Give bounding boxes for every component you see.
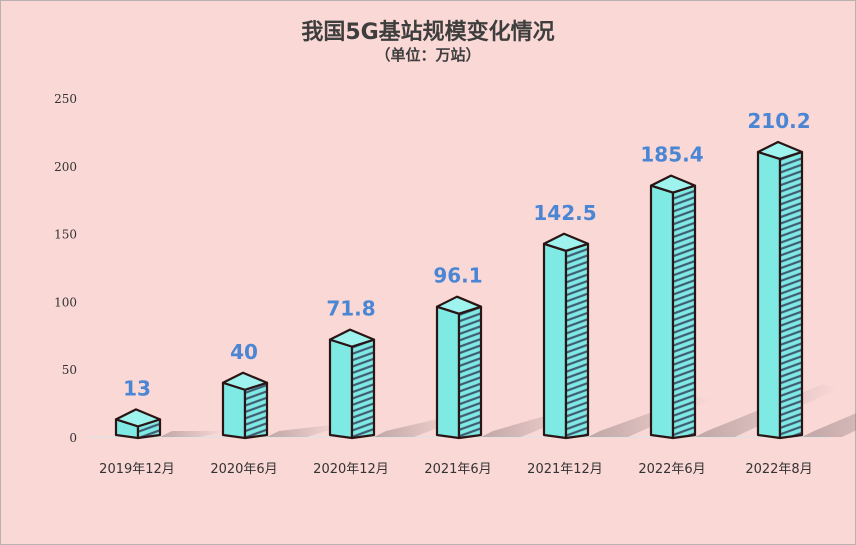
y-tick-label: 100 [54, 295, 77, 309]
bar-side-face [564, 242, 590, 440]
x-tick-label: 2020年12月 [313, 462, 389, 477]
bars [114, 140, 856, 440]
y-tick-label: 150 [54, 228, 77, 242]
bar-top-cap [756, 140, 804, 161]
bar-side-face [671, 184, 697, 440]
chart-title: 我国5G基站规模变化情况 [301, 20, 555, 45]
bar-side-face [243, 381, 269, 440]
y-tick-label: 200 [54, 160, 77, 174]
data-label: 96.1 [433, 264, 482, 288]
y-axis: 0 50 100 150 200 250 [54, 92, 77, 445]
bar-front-face [221, 381, 247, 440]
bar-front-face [756, 150, 782, 440]
bar-top-cap [328, 328, 376, 348]
bar [649, 174, 838, 440]
data-label: 142.5 [533, 201, 596, 225]
y-tick-label: 0 [69, 431, 77, 445]
bar-top-cap [221, 371, 269, 391]
bar [114, 408, 225, 440]
bar-side-face [457, 305, 483, 440]
bar-front-face [435, 305, 461, 440]
x-tick-label: 2020年6月 [210, 462, 277, 477]
x-tick-label: 2022年6月 [638, 462, 705, 477]
y-tick-label: 50 [62, 363, 77, 377]
bar-shadow [160, 431, 225, 437]
data-label: 185.4 [640, 143, 703, 167]
bar-top-cap [435, 295, 483, 315]
bar [756, 140, 856, 440]
bar [221, 371, 341, 440]
bar-front-face [328, 338, 354, 440]
data-label: 210.2 [747, 109, 810, 133]
data-label: 71.8 [326, 297, 375, 321]
bar-top-cap [649, 174, 697, 194]
y-tick-label: 250 [54, 92, 77, 106]
bar-shadow [267, 425, 341, 437]
data-label: 40 [230, 340, 258, 364]
chart-subtitle: （单位：万站） [375, 46, 481, 64]
bar-front-face [649, 184, 675, 440]
x-tick-label: 2021年6月 [424, 462, 491, 477]
bar-shadow [802, 413, 856, 437]
x-axis: 2019年12月 2020年6月 2020年12月 2021年6月 2021年12月 20… [88, 436, 828, 477]
x-tick-label: 2021年12月 [527, 462, 603, 477]
data-label: 13 [123, 376, 151, 400]
bar-side-face [350, 338, 376, 440]
x-tick-label: 2019年12月 [99, 462, 175, 477]
bar-front-face [542, 242, 568, 440]
bar-top-cap [114, 408, 162, 428]
bar-side-face [778, 150, 804, 440]
bar-top-cap [542, 232, 590, 252]
data-labels: 13 40 71.8 96.1 142.5 185.4 210.2 [123, 109, 811, 400]
x-tick-label: 2022年8月 [745, 462, 812, 477]
